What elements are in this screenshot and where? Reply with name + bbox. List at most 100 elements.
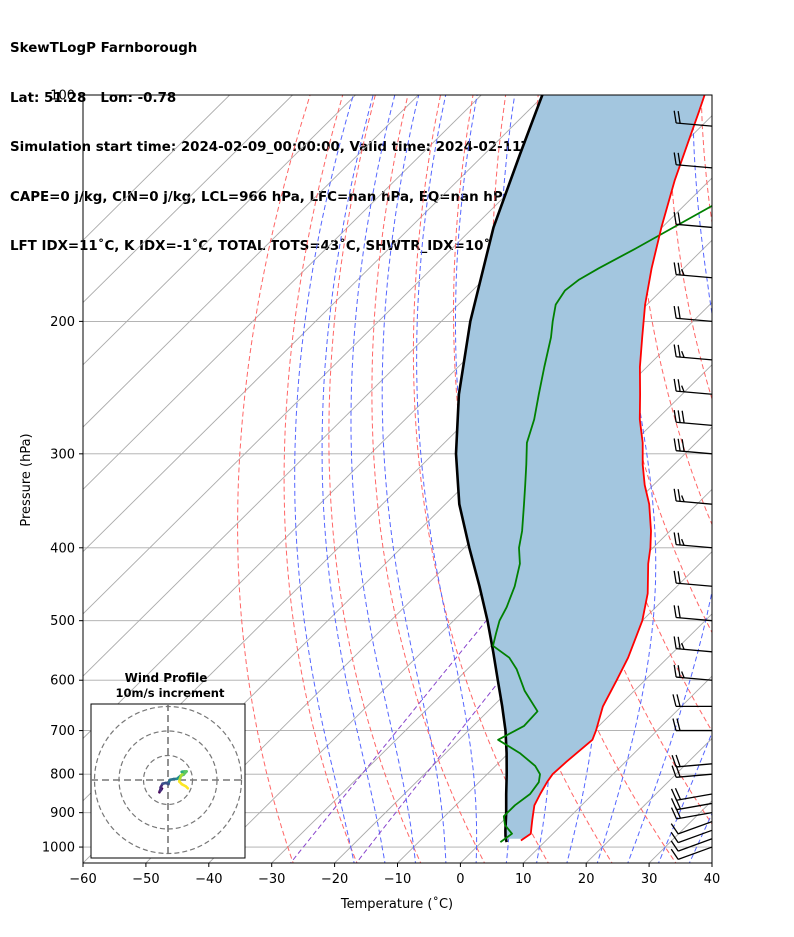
barb-half: [681, 350, 685, 358]
y-tick-label: 600: [50, 674, 75, 689]
hodograph-subtitle: 10m/s increment: [116, 686, 225, 700]
barb-full: [677, 111, 681, 124]
moist-adiabat: [627, 95, 712, 863]
barb-full: [672, 718, 677, 731]
barb-full: [670, 788, 678, 801]
x-tick-label: 10: [515, 872, 532, 887]
x-axis-label: Temperature (˚C): [340, 896, 453, 912]
barb-full: [670, 798, 678, 810]
x-tick-label: −60: [69, 872, 96, 887]
barb-full: [673, 438, 677, 451]
wind-barb: [672, 718, 712, 732]
wind-barb: [671, 754, 713, 768]
isotherm-line: [711, 862, 712, 863]
dry-adiabat: [283, 95, 358, 863]
barb-full: [677, 438, 681, 452]
y-tick-label: 300: [50, 447, 75, 462]
y-axis-label: Pressure (hPa): [19, 433, 34, 526]
x-tick-label: −30: [258, 872, 285, 887]
barb-staff: [677, 829, 713, 844]
location-line: Lat: 51.28 Lon: -0.78: [10, 90, 177, 106]
wind-barb: [673, 488, 713, 505]
barb-full: [677, 532, 681, 546]
y-tick-label: 1000: [42, 841, 75, 856]
indices-line-2: LFT IDX=11˚C, K IDX=-1˚C, TOTAL TOTS=43˚…: [10, 239, 500, 254]
moist-adiabat: [381, 95, 447, 863]
barb-full: [673, 488, 677, 502]
y-tick-label: 400: [50, 541, 75, 556]
wind-barb: [673, 378, 713, 395]
wind-barb: [673, 605, 713, 622]
barb-staff: [676, 390, 713, 395]
barb-half: [681, 268, 685, 276]
barb-full: [681, 439, 685, 452]
barb-full: [677, 665, 681, 678]
dry-adiabat: [237, 95, 311, 863]
isotherm-line: [83, 95, 357, 366]
isotherm-line: [83, 95, 420, 428]
barb-full: [676, 718, 681, 731]
barb-full: [673, 636, 677, 649]
barb-full: [677, 605, 681, 618]
dry-adiabat: [734, 95, 794, 866]
barb-half: [681, 642, 685, 650]
barb-full: [677, 306, 681, 319]
axes-layer: −60 −50 −40 −30 −20 −10 0 10 20 30 40 1000 900 800 700…: [42, 89, 720, 888]
hodograph-plot: [91, 704, 245, 858]
barb-half: [681, 538, 685, 546]
wind-barb: [672, 694, 712, 708]
wind-barb: [673, 438, 713, 455]
barb-full: [673, 532, 677, 545]
barb-staff: [676, 582, 713, 587]
parcel-profile-line: [454, 95, 544, 843]
moist-adiabat: [719, 78, 794, 866]
barb-full: [681, 410, 685, 424]
wind-barb: [673, 211, 713, 229]
wind-barb: [670, 829, 713, 844]
moist-adiabat: [688, 812, 712, 863]
barb-full: [673, 664, 677, 678]
y-tick-label: 900: [50, 806, 75, 821]
x-tick-label: 0: [456, 872, 464, 887]
barb-full: [677, 152, 681, 166]
barb-full: [677, 212, 681, 225]
barb-staff: [677, 838, 713, 852]
dry-adiabat: [766, 95, 794, 866]
barb-staff: [676, 773, 713, 778]
hodograph-segment: [184, 785, 190, 790]
barb-staff: [676, 273, 713, 279]
barb-staff: [676, 421, 713, 427]
x-tick-label: −10: [384, 872, 411, 887]
wind-barb: [673, 262, 713, 279]
y-tick-label: 500: [50, 614, 75, 629]
wind-barb: [673, 636, 713, 653]
wind-barb: [673, 344, 713, 361]
barb-staff: [676, 450, 713, 455]
barb-full: [673, 152, 677, 165]
barb-staff: [676, 122, 713, 127]
dry-adiabat: [668, 95, 712, 401]
hodograph-title: Wind Profile: [125, 671, 208, 685]
isotherm-line: [772, 88, 794, 866]
wind-barb: [673, 305, 713, 323]
barb-staff: [677, 846, 713, 860]
barb-staff: [676, 812, 713, 820]
barb-full: [670, 823, 679, 835]
chart-header: SkewTLogP Farnborough Lat: 51.28 Lon: -0…: [10, 8, 621, 272]
barb-staff: [676, 802, 713, 811]
dry-adiabat: [700, 95, 712, 227]
barb-full: [674, 787, 682, 800]
barb-staff: [676, 356, 713, 361]
wind-barb: [673, 570, 713, 587]
cin-shaded-area: [456, 95, 705, 839]
x-tick-label: −20: [321, 872, 348, 887]
barb-staff: [676, 763, 713, 768]
wind-barbs-layer: [670, 110, 713, 860]
isotherm-line: [83, 95, 231, 241]
wind-barb: [670, 787, 713, 801]
barb-full: [671, 755, 677, 768]
barb-staff: [676, 500, 713, 505]
moist-adiabat: [294, 95, 355, 863]
